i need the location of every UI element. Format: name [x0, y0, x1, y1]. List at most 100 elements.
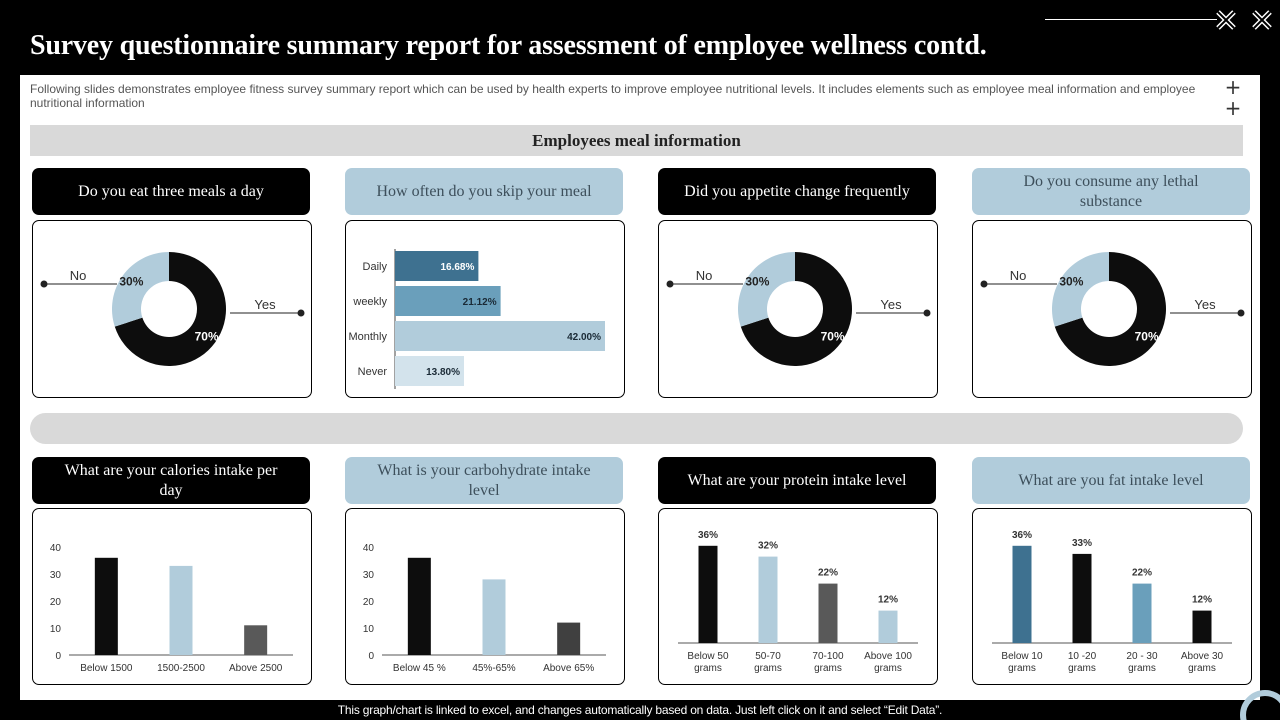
- category-label: Daily: [363, 261, 388, 273]
- category-label: 70-100 grams: [812, 651, 844, 674]
- bar-value-label: 36%: [698, 530, 718, 541]
- leader-dot-no: [666, 280, 674, 288]
- y-tick-label: 10: [50, 624, 62, 635]
- category-label: Below 50 grams: [687, 651, 729, 674]
- leader-dot-yes: [1237, 309, 1245, 317]
- bar-10-20-grams: [1072, 553, 1092, 643]
- y-tick-label: 0: [368, 651, 374, 662]
- bar-above-2500: [244, 625, 268, 655]
- decorative-line: [1045, 19, 1217, 20]
- bar-value-label: 12%: [1192, 595, 1212, 606]
- page-title: Survey questionnaire summary report for …: [30, 30, 987, 61]
- section-title: Employees meal information: [30, 125, 1243, 156]
- chart-box-carbohydrate: 0 10 20 30 40 Below 45 % 45%-65% Above 65%: [345, 508, 625, 685]
- y-tick-label: 0: [55, 651, 61, 662]
- y-tick-label: 20: [50, 597, 62, 608]
- bar-50-70-grams: [758, 556, 778, 643]
- donut-slice-yes: [114, 252, 226, 366]
- chart-box-appetite: 70% 30% No Yes: [658, 220, 938, 398]
- category-label: 10 -20 grams: [1068, 651, 1097, 674]
- category-label: Above 65%: [543, 663, 594, 674]
- bar-value-label: 22%: [818, 568, 838, 579]
- y-tick-label: 40: [363, 543, 375, 554]
- bar-value-label: 42.00%: [567, 332, 601, 343]
- slice-label: 70%: [1135, 329, 1159, 343]
- question-header-lethal: Do you consume any lethal substance: [972, 168, 1250, 215]
- question-header-appetite: Did you appetite change frequently: [658, 168, 936, 215]
- donut-slice-yes: [1054, 252, 1166, 366]
- leader-dot-no: [40, 280, 48, 288]
- hbar-chart-skip-meal: 16.68% Daily 21.12% weekly 42.00% Monthly 13.8…: [348, 249, 605, 389]
- cross-icon: [1252, 10, 1272, 30]
- bar-value-label: 32%: [758, 541, 778, 552]
- chart-box-meals: 70% 30% No Yes: [32, 220, 312, 398]
- category-label: weekly: [352, 296, 387, 308]
- category-label: Above 100 grams: [864, 651, 912, 674]
- category-label: Above 30 grams: [1181, 651, 1224, 674]
- legend-label-no: No: [696, 268, 713, 283]
- bar-weekly: [395, 286, 501, 316]
- bar-value-label: 16.68%: [440, 262, 474, 273]
- donut-slice-no: [738, 252, 795, 327]
- slice-label: 30%: [119, 275, 143, 289]
- slice-label: 70%: [195, 329, 219, 343]
- category-label: 20 - 30 grams: [1126, 651, 1158, 674]
- category-label: Below 10 grams: [1001, 651, 1043, 674]
- bar-value-label: 21.12%: [463, 297, 497, 308]
- legend-label-yes: Yes: [1194, 297, 1216, 312]
- bar-above-65-: [557, 622, 581, 655]
- question-header-meals: Do you eat three meals a day: [32, 168, 310, 215]
- bar-1500-2500: [169, 565, 193, 655]
- legend-label-yes: Yes: [254, 297, 276, 312]
- donut-slice-yes: [740, 252, 852, 366]
- plus-icon: +: [1224, 96, 1242, 120]
- category-label: Monthly: [348, 331, 387, 343]
- leader-dot-yes: [297, 309, 305, 317]
- bar-below-10-grams: [1012, 545, 1032, 643]
- donut-chart-lethal: 70% 30% No Yes: [980, 252, 1245, 366]
- question-header-fat: What are you fat intake level: [972, 457, 1250, 504]
- section-divider: [30, 413, 1243, 444]
- bar-value-label: 13.80%: [426, 367, 460, 378]
- bar-daily: [395, 251, 479, 281]
- bar-45-65-: [482, 579, 506, 655]
- decorative-ring: [1240, 690, 1280, 720]
- donut-slice-no: [112, 252, 169, 327]
- bar-below-50-grams: [698, 545, 718, 643]
- footer-note: This graph/chart is linked to excel, and…: [337, 703, 943, 717]
- slice-label: 30%: [1059, 275, 1083, 289]
- category-label: Below 45 %: [393, 663, 446, 674]
- bar-above-100-grams: [878, 610, 898, 643]
- plus-icon: +: [1224, 75, 1242, 99]
- slice-label: 70%: [821, 329, 845, 343]
- bar-below-45-: [407, 557, 431, 655]
- bar-never: [395, 356, 464, 386]
- category-label: 1500-2500: [157, 663, 205, 674]
- bar-value-label: 22%: [1132, 568, 1152, 579]
- bar-70-100-grams: [818, 583, 838, 643]
- question-header-protein: What are your protein intake level: [658, 457, 936, 504]
- chart-box-calories: 0 10 20 30 40 Below 1500 1500-2500 Above 2500: [32, 508, 312, 685]
- cross-icon: [1216, 10, 1236, 30]
- y-tick-label: 30: [363, 570, 375, 581]
- chart-box-skip-meal: 16.68% Daily 21.12% weekly 42.00% Monthly 13.8…: [345, 220, 625, 398]
- bar-below-1500: [94, 557, 118, 655]
- bar-chart-calories: 0 10 20 30 40 Below 1500 1500-2500 Above 2500: [50, 543, 293, 674]
- category-label: Above 2500: [229, 663, 283, 674]
- bar-value-label: 12%: [878, 595, 898, 606]
- question-header-calories: What are your calories intake per day: [32, 457, 310, 504]
- chart-box-fat: 36% Below 10 grams 33% 10 -20 grams 22% 20 - 30…: [972, 508, 1252, 685]
- donut-chart-meals: 70% 30% No Yes: [40, 252, 305, 366]
- chart-box-protein: 36% Below 50 grams 32% 50-70 grams 22% 70-100 gr…: [658, 508, 938, 685]
- y-tick-label: 30: [50, 570, 62, 581]
- question-header-carbohydrate: What is your carbohydrate intake level: [345, 457, 623, 504]
- y-tick-label: 10: [363, 624, 375, 635]
- category-label: Never: [358, 366, 388, 378]
- question-header-skip-meal: How often do you skip your meal: [345, 168, 623, 215]
- bar-above-30-grams: [1192, 610, 1212, 643]
- legend-label-no: No: [70, 268, 87, 283]
- leader-dot-no: [980, 280, 988, 288]
- chart-box-lethal: 70% 30% No Yes: [972, 220, 1252, 398]
- y-tick-label: 20: [363, 597, 375, 608]
- bar-monthly: [395, 321, 605, 351]
